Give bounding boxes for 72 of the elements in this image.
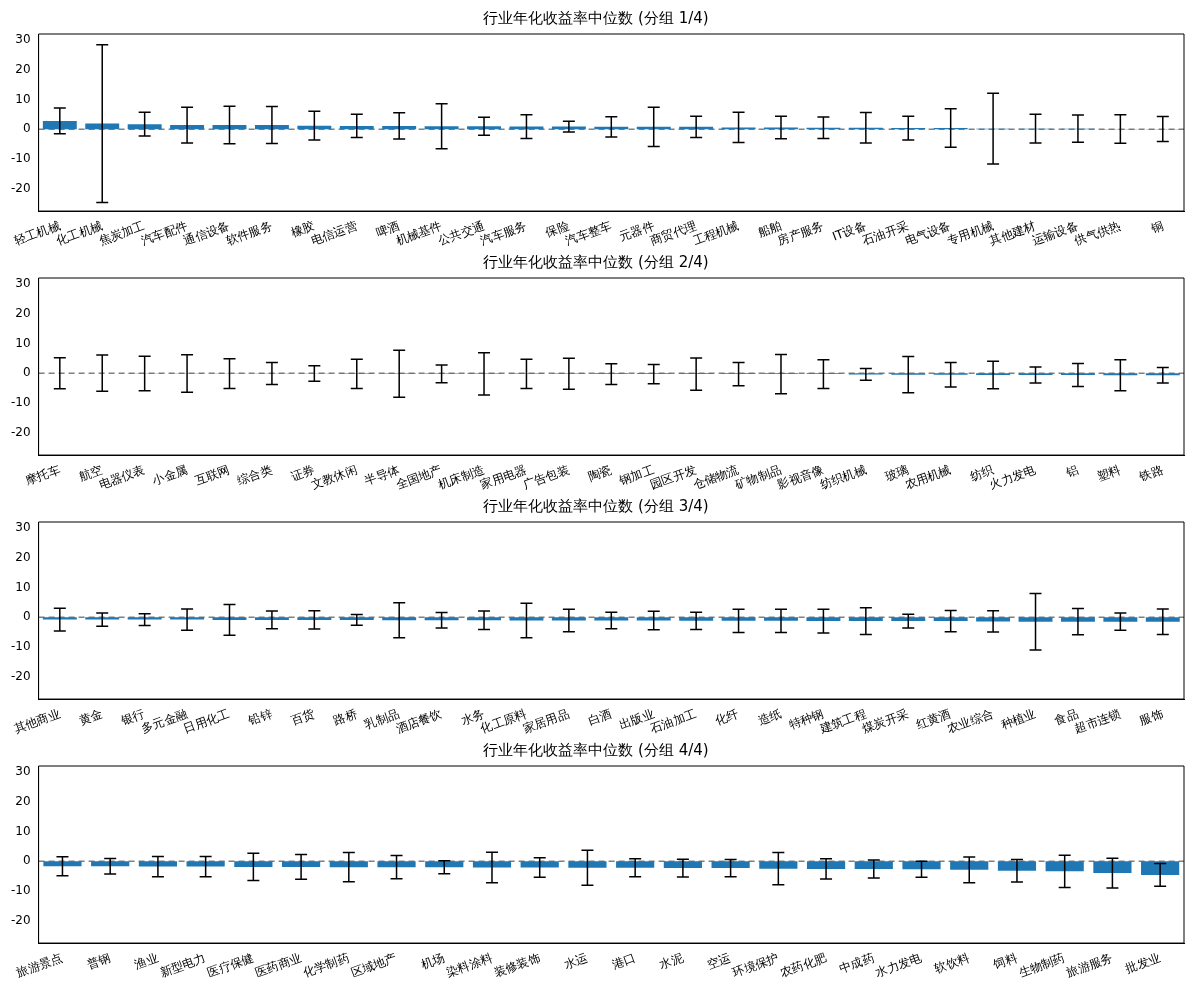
chart-title: 行业年化收益率中位数 (分组 1/4) bbox=[483, 8, 709, 27]
y-tick-label: 20 bbox=[15, 61, 31, 76]
x-tick-label: 种植业 bbox=[999, 706, 1038, 732]
y-tick-label: 10 bbox=[15, 579, 31, 594]
y-tick-label: 10 bbox=[15, 823, 31, 838]
x-tick-label: 互联网 bbox=[192, 462, 232, 488]
y-tick-label: -10 bbox=[10, 639, 31, 654]
x-tick-label: 机场 bbox=[419, 950, 447, 972]
bar bbox=[467, 126, 501, 130]
y-tick-label: 0 bbox=[22, 121, 31, 136]
bar bbox=[127, 124, 162, 130]
bar bbox=[424, 126, 459, 130]
y-tick-label: 10 bbox=[15, 91, 31, 106]
y-tick-label: -10 bbox=[10, 151, 31, 166]
x-tick-label: 摩托车 bbox=[23, 462, 62, 488]
y-tick-label: -20 bbox=[10, 424, 31, 439]
chart-title: 行业年化收益率中位数 (分组 3/4) bbox=[483, 496, 709, 515]
y-tick-label: -20 bbox=[10, 912, 31, 927]
y-tick-label: 10 bbox=[15, 335, 31, 350]
x-tick-label: 批发业 bbox=[1123, 950, 1163, 976]
y-tick-label: -20 bbox=[10, 668, 31, 683]
x-tick-label: 化纤 bbox=[713, 706, 741, 728]
x-tick-label: 化学制药 bbox=[301, 950, 351, 980]
x-tick-label: 旅游服务 bbox=[1064, 950, 1115, 980]
x-tick-label: 普钢 bbox=[84, 950, 113, 972]
y-tick-label: -10 bbox=[10, 395, 31, 410]
y-tick-label: 20 bbox=[15, 793, 31, 808]
x-tick-label: 其他商业 bbox=[12, 706, 62, 736]
x-tick-label: 路桥 bbox=[331, 706, 359, 728]
x-tick-label: 港口 bbox=[609, 950, 638, 972]
bar bbox=[254, 125, 289, 130]
x-tick-label: 农药化肥 bbox=[778, 950, 829, 980]
y-tick-label: 20 bbox=[15, 305, 31, 320]
bar bbox=[42, 120, 77, 130]
x-tick-label: 小金属 bbox=[150, 462, 190, 488]
x-tick-label: 水泥 bbox=[657, 950, 685, 972]
x-tick-label: 百货 bbox=[289, 706, 317, 728]
y-tick-label: 0 bbox=[22, 853, 31, 868]
x-tick-label: 白酒 bbox=[586, 706, 614, 728]
y-tick-label: 30 bbox=[15, 276, 31, 291]
chart-title: 行业年化收益率中位数 (分组 4/4) bbox=[483, 740, 709, 759]
bar bbox=[170, 125, 205, 130]
y-tick-label: 0 bbox=[22, 365, 31, 380]
x-tick-label: 陶瓷 bbox=[586, 462, 614, 484]
x-tick-label: 铝 bbox=[1063, 462, 1081, 481]
x-tick-label: 铜 bbox=[1147, 218, 1165, 237]
x-tick-label: 医药商业 bbox=[253, 950, 304, 980]
x-tick-label: 渔业 bbox=[132, 950, 161, 972]
x-tick-label: 铅锌 bbox=[245, 706, 275, 729]
x-tick-label: 区域地产 bbox=[348, 950, 399, 980]
y-tick-label: 30 bbox=[15, 764, 31, 779]
y-tick-label: -10 bbox=[10, 883, 31, 898]
y-tick-label: 0 bbox=[22, 609, 31, 624]
y-tick-label: 20 bbox=[15, 549, 31, 564]
x-tick-label: 造纸 bbox=[755, 706, 784, 728]
bar bbox=[212, 125, 247, 130]
x-tick-label: 黄金 bbox=[76, 706, 105, 728]
x-tick-label: 综合类 bbox=[235, 462, 275, 488]
x-tick-label: 水运 bbox=[562, 950, 590, 972]
x-tick-label: 旅游景点 bbox=[14, 950, 65, 980]
x-tick-label: 中成药 bbox=[837, 950, 876, 976]
y-tick-label: 30 bbox=[15, 520, 31, 535]
x-tick-label: 水力发电 bbox=[873, 950, 924, 980]
x-tick-label: 服饰 bbox=[1137, 706, 1165, 728]
x-tick-label: 铁路 bbox=[1136, 462, 1165, 485]
x-tick-label: 塑料 bbox=[1095, 462, 1123, 484]
x-tick-label: 软饮料 bbox=[932, 950, 972, 976]
y-tick-label: -20 bbox=[10, 180, 31, 195]
chart-title: 行业年化收益率中位数 (分组 2/4) bbox=[483, 252, 709, 271]
x-tick-label: 空运 bbox=[705, 950, 733, 972]
y-tick-label: 30 bbox=[15, 32, 31, 47]
x-tick-label: 环境保护 bbox=[730, 950, 781, 980]
